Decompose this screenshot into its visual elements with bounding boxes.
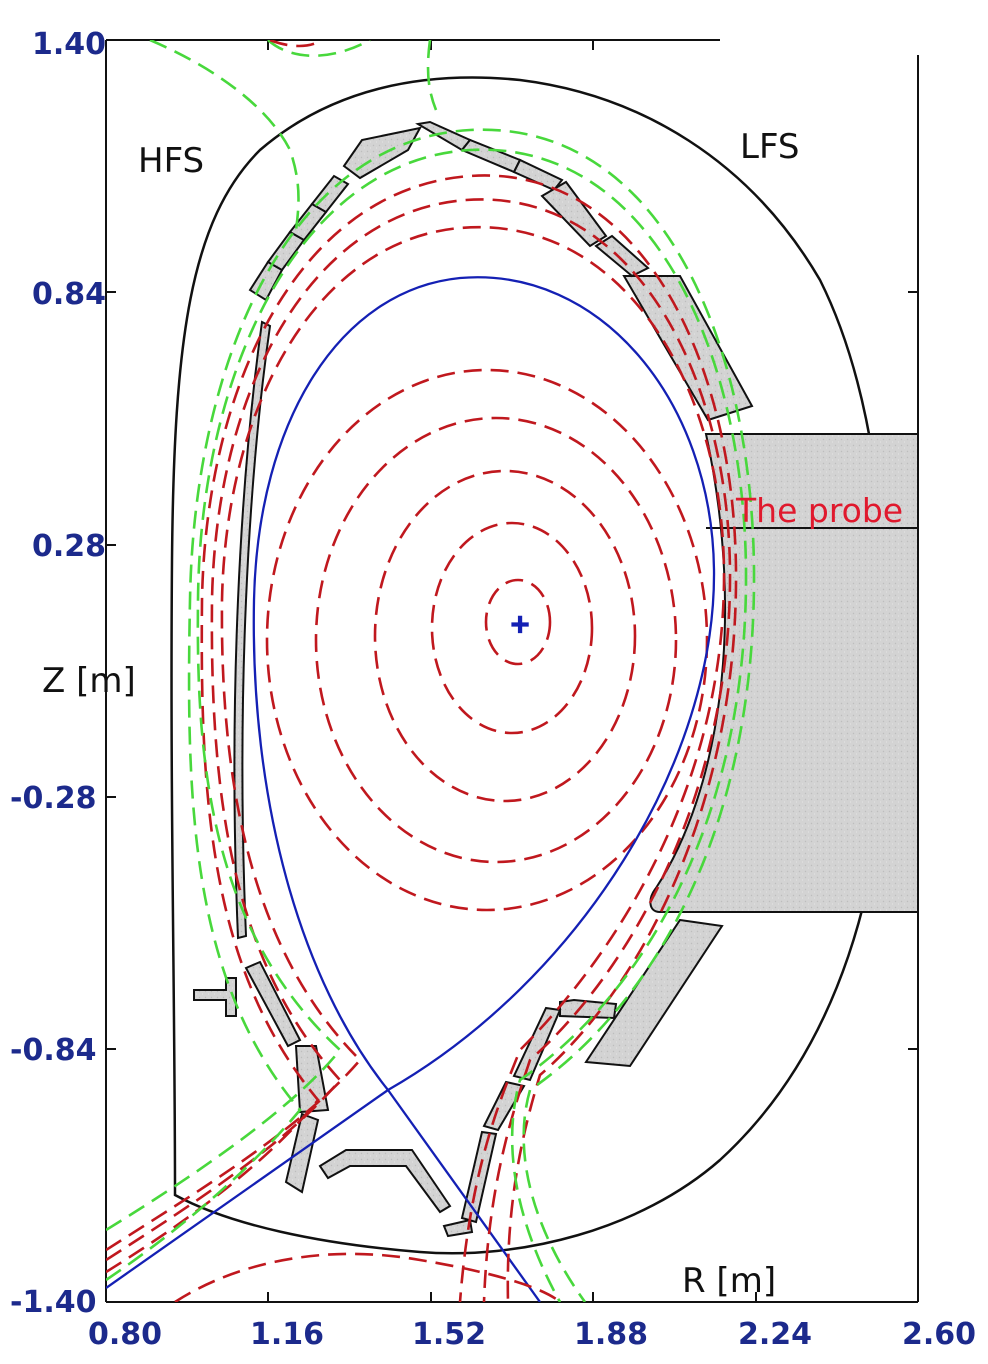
hfs-label: HFS (138, 141, 204, 181)
divertor-plate-lfs-4 (442, 1218, 474, 1238)
upper-tile-9 (540, 180, 608, 248)
upper-tile-10 (594, 234, 650, 278)
y-tick-4: -0.28 (10, 781, 96, 816)
separatrix-leg-lfs (387, 1089, 541, 1302)
open-flux-surfaces-green (106, 40, 756, 1302)
y-tick-1: 1.40 (32, 27, 106, 62)
top-red-arc (269, 40, 323, 48)
sol-red-3 (106, 174, 738, 1302)
r-axis-label: R [m] (682, 1261, 776, 1301)
divertor-plate-lfs-1 (512, 1006, 562, 1082)
x-tick-3: 1.52 (412, 1317, 486, 1352)
flux-surface-4 (314, 416, 678, 864)
probe-label: The probe (735, 491, 903, 530)
upper-tile-7 (460, 138, 522, 174)
open-flux-surfaces-red (106, 174, 738, 1302)
x-tick-4: 1.88 (574, 1317, 648, 1352)
x-tick-1: 0.80 (88, 1317, 162, 1352)
sol-red-1 (106, 225, 726, 1302)
divertor-dome (318, 1149, 452, 1214)
flux-surface-3 (373, 469, 637, 803)
lfs-lower-limiter (584, 918, 724, 1068)
sol-green-top-2 (426, 40, 438, 111)
divertor-plate-hfs-1 (244, 960, 302, 1048)
sol-green-top-1 (149, 40, 300, 231)
x-tick-6: 2.60 (902, 1317, 976, 1352)
y-tick-3: 0.28 (32, 529, 106, 564)
wall-components (170, 76, 919, 1255)
x-axis-tick-labels: 0.80 1.16 1.52 1.88 2.24 2.60 (88, 1317, 976, 1352)
x-tick-5: 2.24 (738, 1317, 812, 1352)
y-tick-6: -1.40 (10, 1285, 96, 1320)
vacuum-vessel-outline (170, 76, 890, 1255)
sol-red-4 (174, 1252, 561, 1302)
z-axis-label: Z [m] (42, 661, 136, 701)
hfs-limiter (233, 320, 272, 940)
hfs-t-bracket (193, 977, 237, 1017)
flux-surface-2 (430, 521, 594, 735)
separatrix-core (252, 276, 716, 1092)
sol-red-2 (106, 198, 732, 1302)
sol-green-2 (106, 128, 756, 1302)
separatrix-leg-hfs (106, 1089, 389, 1289)
closed-flux-surfaces (265, 368, 709, 912)
y-tick-2: 0.84 (32, 277, 106, 312)
flux-surface-5 (265, 368, 709, 912)
y-axis-tick-labels: 1.40 0.84 0.28 -0.28 -0.84 -1.40 (10, 27, 106, 1320)
lfs-upper-limiter (622, 275, 754, 422)
separatrix: + (106, 276, 716, 1302)
sol-green-top-3 (267, 40, 371, 57)
magnetic-axis-marker: + (510, 610, 530, 638)
upper-tile-6 (415, 120, 472, 152)
flux-surface-1 (484, 578, 552, 666)
sol-green-1 (106, 148, 748, 1302)
y-tick-5: -0.84 (10, 1033, 96, 1068)
lfs-label: LFS (740, 127, 799, 167)
divertor-plate-hfs-3 (284, 1112, 320, 1194)
x-tick-2: 1.16 (250, 1317, 324, 1352)
